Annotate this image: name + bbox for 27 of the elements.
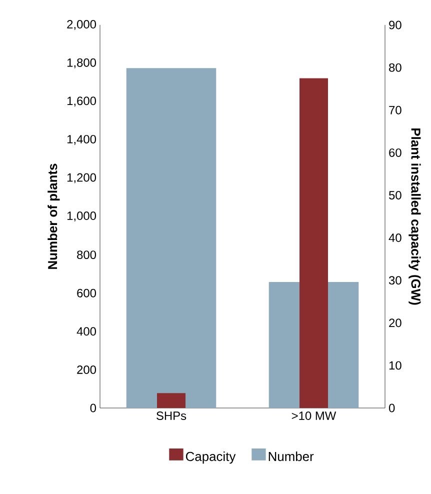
y-axis-title: Number of plants: [48, 164, 60, 269]
y-tick-label: 2,000: [67, 20, 96, 30]
y-tick-label: 1,800: [67, 58, 96, 68]
y2-tick-label: 10: [389, 361, 402, 370]
y2-tick-label: 90: [389, 20, 402, 30]
y2-tick-label: 30: [388, 276, 402, 285]
y2-tick-label: 60: [389, 148, 402, 157]
y-tick-label: 600: [77, 288, 96, 298]
y2-tick-label: 40: [388, 234, 402, 242]
y2-tick-label: 20: [389, 318, 402, 328]
legend-label: Number: [268, 452, 314, 462]
y-tick-label: 0: [90, 404, 96, 412]
y-tick-label: 1,000: [67, 212, 96, 222]
y2-tick-label: 50: [389, 190, 402, 200]
y-tick-label: 400: [76, 327, 96, 336]
x-tick-label: SHPs: [156, 412, 186, 420]
y2-tick-label: 70: [389, 106, 402, 114]
y-tick-label: 200: [77, 365, 96, 374]
y-tick-label: 1,400: [67, 134, 96, 145]
y2-axis-title: Plant installed capacity (GW): [408, 128, 421, 305]
y2-tick-label: 80: [389, 63, 402, 72]
y-tick-label: 1,600: [67, 96, 96, 107]
y-tick-label: 800: [77, 250, 96, 260]
x-tick-label: >10 MW: [292, 412, 336, 420]
y-tick-label: 1,200: [67, 173, 96, 184]
legend-label: Capacity: [186, 452, 236, 464]
y2-tick-label: 0: [388, 404, 395, 412]
